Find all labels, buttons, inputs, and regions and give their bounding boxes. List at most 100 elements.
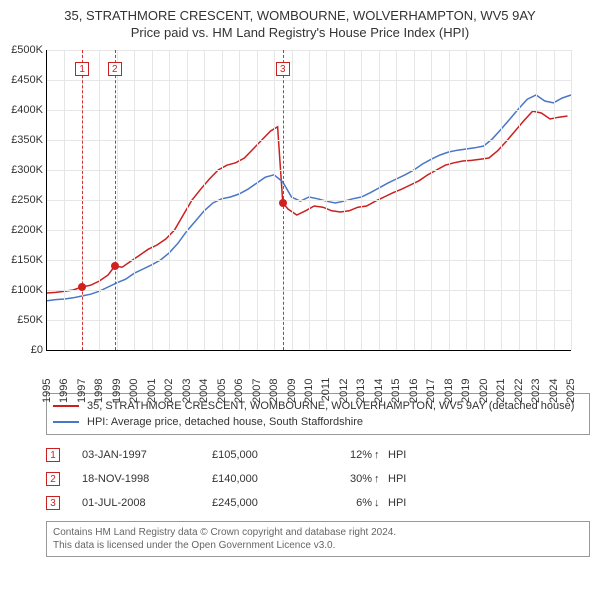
event-row: 218-NOV-1998£140,00030%↑HPI xyxy=(46,467,590,491)
x-axis-tick-label: 2003 xyxy=(181,378,193,406)
y-axis-tick-label: £300K xyxy=(11,164,47,176)
title-line-2: Price paid vs. HM Land Registry's House … xyxy=(0,25,600,42)
gridline-vertical xyxy=(326,50,327,350)
y-axis-tick-label: £150K xyxy=(11,254,47,266)
x-axis-tick-label: 2000 xyxy=(128,378,140,406)
x-axis-tick-label: 2011 xyxy=(320,377,332,405)
x-axis-tick-label: 2023 xyxy=(530,378,542,406)
event-marker-badge: 2 xyxy=(108,62,122,76)
x-axis-tick-label: 2012 xyxy=(338,378,350,406)
chart-area: £0£50K£100K£150K£200K£250K£300K£350K£400… xyxy=(46,50,570,351)
y-axis-tick-label: £250K xyxy=(11,194,47,206)
events-table: 103-JAN-1997£105,00012%↑HPI218-NOV-1998£… xyxy=(46,443,590,515)
x-axis-tick-label: 2017 xyxy=(425,378,437,406)
title-line-1: 35, STRATHMORE CRESCENT, WOMBOURNE, WOLV… xyxy=(0,0,600,25)
gridline-vertical xyxy=(222,50,223,350)
gridline-vertical xyxy=(239,50,240,350)
arrow-down-icon: ↓ xyxy=(374,497,388,509)
event-marker-dot xyxy=(78,283,86,291)
arrow-up-icon: ↑ xyxy=(374,473,388,485)
event-suffix: HPI xyxy=(388,449,406,461)
x-axis-tick-label: 2014 xyxy=(373,378,385,406)
x-axis-tick-label: 2010 xyxy=(303,378,315,406)
event-percent: 6% xyxy=(322,497,374,509)
y-axis-tick-label: £400K xyxy=(11,104,47,116)
x-axis-tick-label: 2021 xyxy=(495,378,507,406)
x-axis-tick-label: 2001 xyxy=(146,378,158,406)
x-axis-tick-label: 2007 xyxy=(251,378,263,406)
gridline-vertical xyxy=(152,50,153,350)
gridline-vertical xyxy=(257,50,258,350)
event-marker-line xyxy=(82,50,83,350)
x-axis-tick-label: 1995 xyxy=(41,378,53,406)
legend-label: HPI: Average price, detached house, Sout… xyxy=(87,416,363,428)
gridline-vertical xyxy=(187,50,188,350)
y-axis-tick-label: £100K xyxy=(11,284,47,296)
event-price: £245,000 xyxy=(212,497,322,509)
event-date: 03-JAN-1997 xyxy=(82,449,212,461)
y-axis-tick-label: £450K xyxy=(11,74,47,86)
gridline-vertical xyxy=(431,50,432,350)
x-axis-tick-label: 1998 xyxy=(93,378,105,406)
x-axis-tick-label: 2004 xyxy=(198,378,210,406)
footer-line-1: Contains HM Land Registry data © Crown c… xyxy=(53,526,583,539)
x-axis-tick-label: 2018 xyxy=(443,378,455,406)
gridline-vertical xyxy=(466,50,467,350)
legend-swatch xyxy=(53,421,79,423)
event-percent: 30% xyxy=(322,473,374,485)
y-axis-tick-label: £0 xyxy=(31,344,47,356)
x-axis-tick-label: 2024 xyxy=(548,378,560,406)
gridline-vertical xyxy=(571,50,572,350)
event-row-badge: 3 xyxy=(46,496,60,510)
y-axis-tick-label: £200K xyxy=(11,224,47,236)
event-row: 103-JAN-1997£105,00012%↑HPI xyxy=(46,443,590,467)
gridline-vertical xyxy=(117,50,118,350)
gridline-vertical xyxy=(449,50,450,350)
gridline-vertical xyxy=(134,50,135,350)
gridline-vertical xyxy=(292,50,293,350)
gridline-vertical xyxy=(501,50,502,350)
event-percent: 12% xyxy=(322,449,374,461)
gridline-vertical xyxy=(379,50,380,350)
plot-area: £0£50K£100K£150K£200K£250K£300K£350K£400… xyxy=(46,50,571,351)
event-suffix: HPI xyxy=(388,497,406,509)
event-marker-badge: 3 xyxy=(276,62,290,76)
event-date: 18-NOV-1998 xyxy=(82,473,212,485)
x-axis-tick-label: 1996 xyxy=(58,378,70,406)
y-axis-tick-label: £500K xyxy=(11,44,47,56)
x-axis-tick-label: 2009 xyxy=(286,378,298,406)
y-axis-tick-label: £50K xyxy=(17,314,47,326)
x-axis-tick-label: 2015 xyxy=(390,378,402,406)
gridline-vertical xyxy=(309,50,310,350)
event-date: 01-JUL-2008 xyxy=(82,497,212,509)
x-axis-tick-label: 2020 xyxy=(478,378,490,406)
x-axis-tick-label: 2016 xyxy=(408,378,420,406)
event-marker-dot xyxy=(111,262,119,270)
x-axis-tick-label: 2008 xyxy=(268,378,280,406)
gridline-vertical xyxy=(414,50,415,350)
gridline-vertical xyxy=(169,50,170,350)
gridline-vertical xyxy=(64,50,65,350)
gridline-vertical xyxy=(519,50,520,350)
x-axis-tick-label: 2022 xyxy=(513,378,525,406)
event-row-badge: 1 xyxy=(46,448,60,462)
gridline-vertical xyxy=(344,50,345,350)
event-marker-line xyxy=(115,50,116,350)
event-marker-badge: 1 xyxy=(75,62,89,76)
event-row-badge: 2 xyxy=(46,472,60,486)
x-axis-tick-label: 2006 xyxy=(233,378,245,406)
gridline-vertical xyxy=(536,50,537,350)
legend-item: HPI: Average price, detached house, Sout… xyxy=(53,414,583,430)
event-price: £140,000 xyxy=(212,473,322,485)
x-axis-tick-label: 2002 xyxy=(163,378,175,406)
gridline-vertical xyxy=(361,50,362,350)
x-axis-tick-label: 2013 xyxy=(355,378,367,406)
footer-line-2: This data is licensed under the Open Gov… xyxy=(53,539,583,552)
x-axis-tick-label: 1999 xyxy=(111,378,123,406)
gridline-vertical xyxy=(484,50,485,350)
series-line xyxy=(47,111,568,293)
x-axis-tick-label: 2005 xyxy=(216,378,228,406)
gridline-vertical xyxy=(99,50,100,350)
x-axis-tick-label: 2025 xyxy=(565,378,577,406)
x-axis-tick-label: 1997 xyxy=(76,378,88,406)
